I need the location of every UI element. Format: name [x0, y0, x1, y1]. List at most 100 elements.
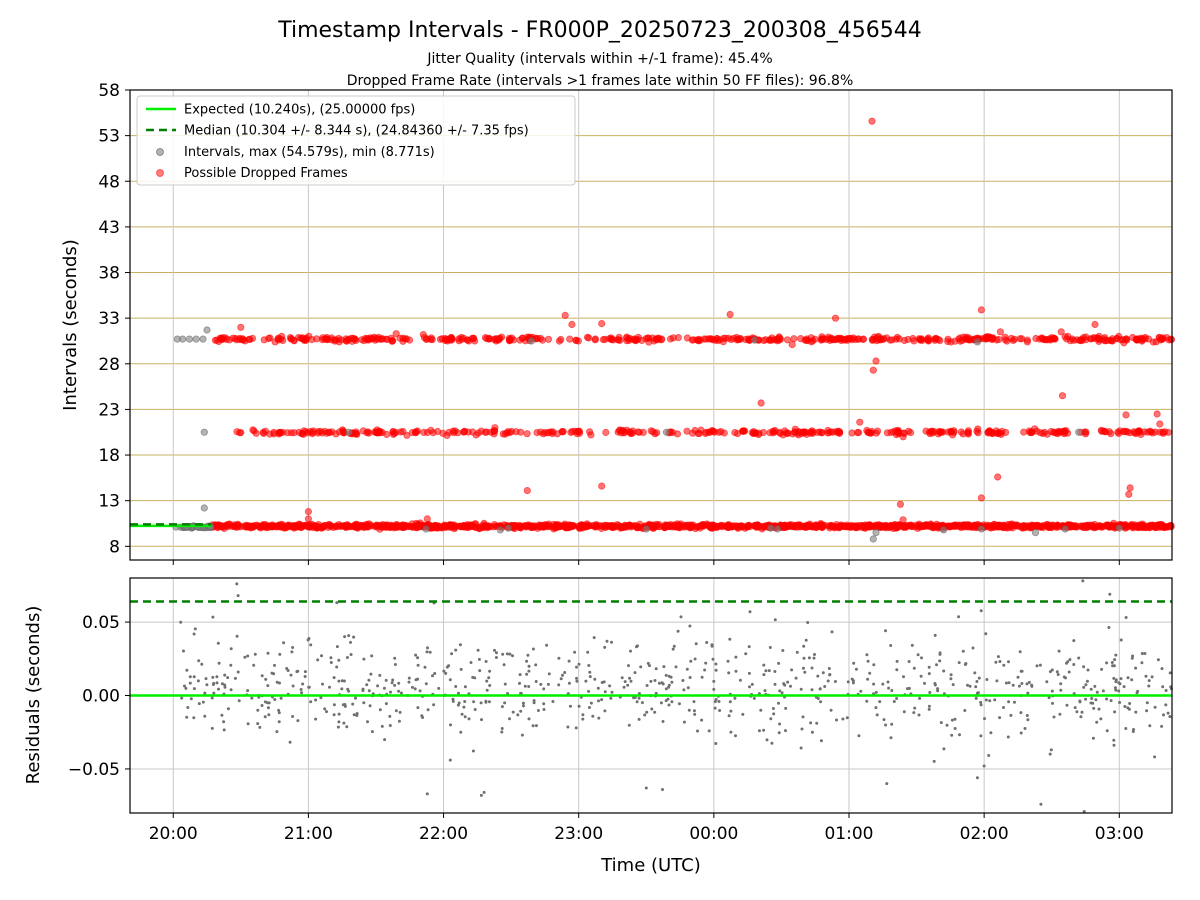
residual-point	[210, 696, 214, 700]
residual-point	[1112, 743, 1116, 747]
dropped-frame-point	[911, 521, 920, 530]
residual-point	[319, 696, 323, 700]
residual-point	[687, 708, 691, 712]
dropped-frame-point	[895, 335, 903, 343]
residual-point	[1027, 680, 1031, 684]
residual-point	[1048, 670, 1052, 674]
residual-point	[1020, 669, 1024, 673]
dropped-frame-point	[679, 523, 687, 531]
dropped-frame-point	[523, 486, 531, 495]
intervals-y-tick-label: 8	[109, 537, 120, 557]
dropped-frame-point	[308, 335, 316, 344]
dropped-frame-point	[259, 521, 268, 530]
dropped-frame-point	[289, 522, 297, 530]
residual-point	[729, 709, 733, 713]
residual-point	[1110, 661, 1114, 664]
residual-point	[712, 679, 716, 683]
interval-point	[662, 428, 671, 436]
residual-point	[413, 687, 417, 691]
residual-point	[949, 673, 953, 677]
residual-point	[367, 689, 371, 693]
residual-point	[757, 729, 761, 733]
residual-point	[547, 672, 551, 676]
dropped-frame-point	[685, 521, 693, 529]
residual-point	[451, 699, 455, 703]
residual-point	[906, 687, 909, 691]
residual-point	[534, 680, 538, 683]
residual-point	[1011, 683, 1015, 687]
dropped-frame-point	[1107, 430, 1115, 438]
residual-point	[957, 615, 961, 619]
dropped-frame-point	[736, 335, 745, 343]
dropped-frame-point	[325, 428, 333, 436]
x-tick-label: 21:00	[284, 824, 333, 844]
residual-point	[1126, 676, 1130, 680]
residual-point	[368, 704, 372, 708]
dropped-frame-point	[841, 522, 849, 531]
dropped-frame-point	[977, 306, 986, 314]
dropped-frame-point	[666, 335, 675, 343]
residual-point	[542, 687, 546, 691]
residual-point	[384, 678, 388, 682]
residual-point	[264, 677, 268, 681]
dropped-frame-point	[1106, 522, 1114, 530]
dropped-frame-point	[1007, 334, 1016, 342]
residual-point	[511, 710, 515, 714]
residual-point	[784, 729, 787, 733]
residual-point	[211, 615, 215, 619]
residual-point	[340, 687, 344, 691]
residual-point	[1073, 706, 1077, 710]
dropped-frame-point	[757, 399, 765, 407]
residual-point	[505, 652, 509, 656]
residual-point	[243, 655, 247, 659]
residual-point	[545, 643, 549, 647]
residual-point	[463, 700, 467, 703]
residual-point	[851, 679, 855, 683]
residual-point	[851, 681, 855, 685]
residual-point	[532, 701, 536, 705]
dropped-frame-point	[568, 320, 576, 329]
residual-point	[1105, 661, 1109, 665]
legend-expected-label: Expected (10.240s), (25.00000 fps)	[184, 103, 415, 118]
residual-point	[210, 726, 214, 730]
residual-point	[416, 677, 420, 681]
interval-point	[939, 526, 948, 534]
residual-point	[975, 680, 979, 683]
dropped-frame-point	[883, 429, 892, 437]
residual-point	[389, 690, 392, 694]
residual-point	[984, 632, 988, 636]
residual-point	[314, 698, 318, 702]
residual-point	[183, 684, 186, 688]
residual-point	[325, 710, 328, 714]
residual-point	[296, 719, 300, 723]
residual-point	[1164, 689, 1168, 692]
residual-point	[188, 681, 192, 685]
residual-point	[602, 680, 606, 684]
residual-point	[738, 678, 742, 682]
residual-point	[1026, 718, 1030, 722]
residual-point	[192, 632, 196, 636]
dropped-frame-point	[569, 521, 578, 530]
residual-point	[180, 696, 184, 700]
residual-point	[1009, 713, 1013, 717]
residual-point	[342, 679, 346, 683]
residual-point	[1091, 736, 1095, 740]
residual-point	[488, 684, 492, 687]
residual-point	[1100, 667, 1104, 671]
residual-point	[205, 683, 209, 687]
residual-point	[714, 668, 718, 672]
residual-point	[485, 679, 489, 683]
dropped-frame-point	[998, 427, 1006, 435]
residual-point	[500, 705, 504, 709]
residual-point	[518, 681, 521, 685]
residual-point	[469, 661, 473, 664]
residual-point	[203, 714, 207, 718]
residual-point	[1132, 728, 1135, 731]
residual-point	[917, 713, 921, 717]
residual-point	[958, 733, 961, 737]
dropped-frame-point	[1098, 523, 1106, 531]
residual-point	[1162, 713, 1165, 717]
residual-point	[1017, 684, 1021, 688]
residual-point	[1144, 674, 1148, 678]
residual-point	[1105, 729, 1109, 733]
